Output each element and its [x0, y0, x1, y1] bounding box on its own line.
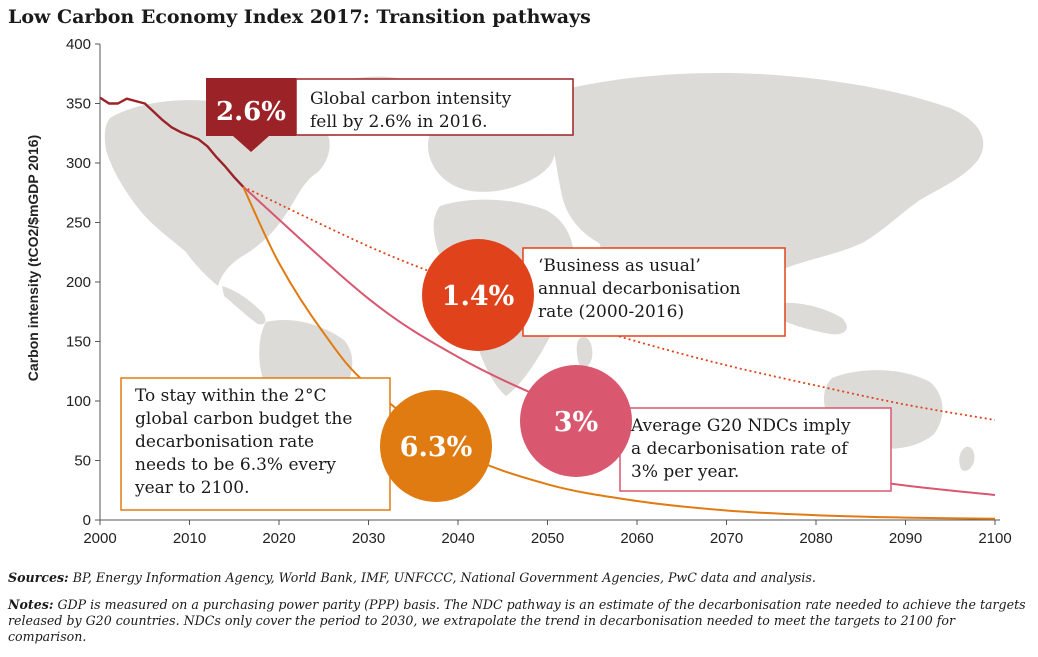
chart: 0 50 100 150 200 250 300 350 400 2000 2010 2020 203… — [25, 36, 1012, 547]
badge-ndc — [520, 365, 632, 477]
box-business-as-usual-line: annual decarbonisation — [538, 279, 741, 299]
map-madagascar — [576, 337, 593, 369]
box-two-degree-line: decarbonisation rate — [135, 432, 314, 452]
x-tick-label: 2060 — [620, 530, 653, 547]
y-tick-label: 200 — [66, 274, 91, 291]
map-central-america — [222, 286, 266, 325]
badge-business-as-usual — [422, 239, 534, 351]
x-tick-label: 2050 — [531, 530, 564, 547]
map-new-zealand — [959, 446, 975, 471]
box-ndc-line: 3% per year. — [631, 462, 739, 482]
badge-historical — [206, 78, 296, 152]
svg-text:‘Business as usual’ annu: ‘Business as usual’ annual decarbonisati… — [538, 256, 746, 322]
box-business-as-usual-line: rate (2000-2016) — [538, 302, 684, 322]
x-tick-label: 2040 — [441, 530, 474, 547]
x-tick-label: 2090 — [889, 530, 922, 547]
box-ndc-line: a decarbonisation rate of — [631, 439, 849, 459]
map-europe — [428, 117, 556, 192]
notes-note: Notes: GDP is measured on a purchasing p… — [8, 597, 1033, 645]
box-two-degree-line: To stay within the 2°C — [135, 386, 326, 406]
y-ticks: 0 50 100 150 200 250 300 350 400 — [66, 36, 100, 529]
box-historical-line: fell by 2.6% in 2016. — [310, 112, 488, 132]
annotation-ndc: 3% Average G20 NDCs imply a decarbonisat… — [520, 365, 892, 492]
y-axis-label: Carbon intensity (tCO2/$mGDP 2016) — [25, 135, 41, 381]
series-line-historical — [99, 96, 245, 188]
x-tick-label: 2080 — [799, 530, 832, 547]
annotation-historical: 2.6% Global carbon intensity fell by 2.6… — [206, 78, 574, 152]
box-business-as-usual — [522, 247, 786, 337]
chart-title: Low Carbon Economy Index 2017: Transitio… — [8, 6, 591, 28]
svg-text:Global carbon intensity: Global carbon intensity fell by 2.6% in … — [310, 89, 517, 132]
sources-text: BP, Energy Information Agency, World Ban… — [72, 570, 816, 585]
box-two-degree-line: year to 2100. — [134, 478, 249, 498]
notes-text: GDP is measured on a purchasing power pa… — [8, 597, 1026, 644]
annotation-two-degree: 6.3% To stay within the 2°C global carbo… — [120, 377, 492, 511]
badge-two-degree — [380, 390, 492, 502]
badge-business-as-usual-label: 1.4% — [442, 281, 515, 312]
badge-historical-label: 2.6% — [216, 97, 286, 127]
badge-ndc-label: 3% — [554, 407, 598, 438]
box-ndc-line: Average G20 NDCs imply — [630, 416, 851, 436]
y-tick-label: 300 — [66, 155, 91, 172]
y-tick-label: 50 — [74, 453, 91, 470]
box-business-as-usual-line: ‘Business as usual’ — [538, 256, 701, 276]
x-ticks: 2000 2010 2020 2030 2040 2050 2060 2070 2080 2090… — [83, 520, 1012, 547]
y-tick-label: 400 — [66, 36, 91, 53]
svg-text:To stay within the 2°C g: To stay within the 2°C global carbon bud… — [134, 386, 358, 498]
y-tick-label: 250 — [66, 215, 91, 232]
y-tick-label: 0 — [83, 512, 91, 529]
x-tick-label: 2030 — [352, 530, 385, 547]
y-tick-label: 350 — [66, 96, 91, 113]
x-tick-label: 2070 — [710, 530, 743, 547]
series-line-two-degree — [242, 186, 996, 520]
notes-label: Notes: — [8, 597, 54, 612]
y-tick-label: 100 — [66, 393, 91, 410]
box-historical-line: Global carbon intensity — [310, 89, 512, 109]
map-se-asia — [767, 302, 847, 335]
badge-two-degree-label: 6.3% — [400, 432, 473, 463]
map-japan — [875, 193, 899, 226]
box-historical — [295, 78, 574, 136]
sources-label: Sources: — [8, 570, 69, 585]
sources-note: Sources: BP, Energy Information Agency, … — [8, 570, 1033, 586]
map-north-america — [104, 100, 330, 286]
x-tick-label: 2010 — [173, 530, 206, 547]
svg-text:Average G20 NDCs imply a: Average G20 NDCs imply a decarbonisation… — [630, 416, 856, 482]
x-tick-label: 2020 — [262, 530, 295, 547]
box-two-degree-line: global carbon budget the — [135, 409, 352, 429]
x-tick-label: 2100 — [978, 530, 1011, 547]
y-tick-label: 150 — [66, 334, 91, 351]
map-asia — [540, 72, 984, 289]
box-two-degree-line: needs to be 6.3% every — [135, 455, 336, 475]
annotation-business-as-usual: 1.4% ‘Business as usual’ annual decarbon… — [422, 239, 786, 351]
box-ndc — [619, 407, 892, 492]
x-tick-label: 2000 — [83, 530, 116, 547]
axes: 0 50 100 150 200 250 300 350 400 2000 2010 2020 203… — [25, 36, 1012, 547]
box-two-degree — [120, 377, 391, 511]
